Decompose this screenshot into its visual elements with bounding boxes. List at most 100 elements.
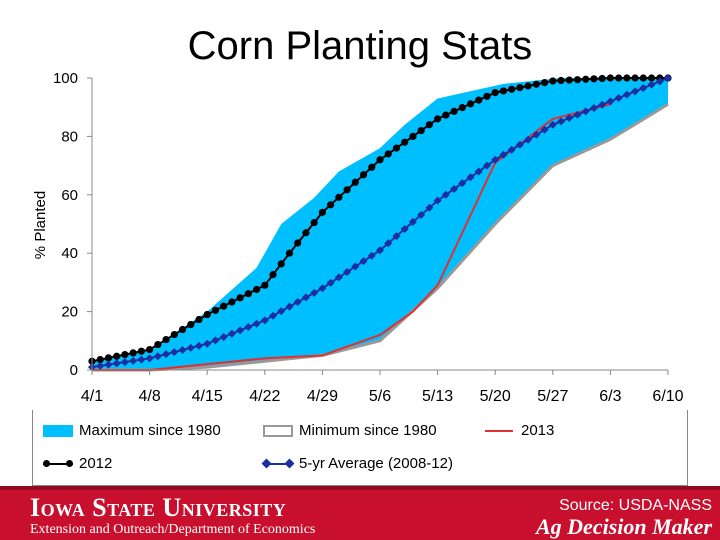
series-5yr-avg-marker <box>647 80 656 89</box>
legend-swatch <box>263 425 293 437</box>
series-5yr-avg-marker <box>631 87 640 96</box>
legend-swatch <box>43 425 73 437</box>
series-2012-marker <box>508 85 516 93</box>
series-2012-marker <box>434 115 442 123</box>
series-5yr-avg-marker <box>400 225 409 234</box>
series-2012-marker <box>606 74 615 82</box>
series-2012-marker <box>557 76 565 85</box>
series-2012-marker <box>359 171 368 179</box>
series-2012-marker <box>211 306 220 314</box>
legend-label: Maximum since 1980 <box>79 422 221 439</box>
series-5yr-avg-marker <box>219 333 228 342</box>
series-5yr-avg-marker <box>137 355 146 364</box>
series-2012-marker <box>491 89 499 97</box>
series-2012-marker <box>631 74 639 82</box>
legend: Maximum since 1980 Minimum since 1980 2013… <box>32 410 688 486</box>
series-2012-marker <box>327 201 335 209</box>
series-5yr-avg-marker <box>318 284 327 293</box>
series-5yr-avg-marker <box>301 293 310 302</box>
series-2012-marker <box>450 107 458 115</box>
series-5yr-avg-marker <box>515 140 524 149</box>
series-2012-marker <box>532 80 540 88</box>
series-2012-marker <box>335 193 343 201</box>
series-5yr-avg-marker <box>162 350 171 359</box>
series-5yr-avg-marker <box>244 323 253 332</box>
x-tick-label: 5/6 <box>369 388 391 405</box>
series-2012-marker <box>401 138 409 146</box>
series-5yr-avg-marker <box>376 246 384 255</box>
x-tick-label: 5/27 <box>537 388 568 405</box>
footer-bar <box>0 486 720 540</box>
x-tick-label: 4/8 <box>138 388 160 405</box>
series-5yr-avg-marker <box>491 155 500 164</box>
series-5yr-avg-marker <box>367 251 376 260</box>
series-5yr-avg-marker <box>120 358 129 367</box>
series-2012-marker <box>392 144 401 152</box>
slide-title: Corn Planting Stats <box>187 24 533 68</box>
series-5yr-avg-marker <box>474 167 483 176</box>
series-2012-marker <box>244 290 252 298</box>
series-5yr-avg-marker <box>252 319 261 328</box>
series-2012-marker <box>343 186 351 194</box>
series-2012-marker <box>565 76 573 84</box>
footer-rule <box>0 486 720 490</box>
department-text: Extension and Outreach/Department of Eco… <box>30 522 316 537</box>
series-5yr-avg-marker <box>392 232 401 241</box>
series-5yr-avg-marker <box>565 114 574 123</box>
series-2012-marker <box>187 320 195 329</box>
series-2012-marker <box>549 77 557 85</box>
source-text: Source: USDA-NASS <box>559 497 712 514</box>
series-2012-marker <box>598 74 606 83</box>
x-tick-label: 6/10 <box>652 388 683 405</box>
series-2012-marker <box>203 310 211 319</box>
series-5yr-avg-marker <box>614 94 623 103</box>
series-2012-marker <box>137 347 145 355</box>
x-tick-label: 5/20 <box>480 388 511 405</box>
series-5yr-avg-marker <box>359 257 368 266</box>
series-5yr-avg-marker <box>129 356 138 365</box>
series-2012-marker <box>466 100 475 108</box>
legend-swatch <box>485 430 513 432</box>
series-5yr-avg-marker <box>639 84 648 93</box>
brand-text: Ag Decision Maker <box>536 514 712 539</box>
series-5yr-avg-marker <box>507 145 516 154</box>
series-5yr-avg-marker <box>326 278 335 287</box>
series-2012-marker <box>573 76 582 84</box>
series-5yr-avg-marker <box>178 345 187 354</box>
series-2012-marker <box>475 96 483 104</box>
series-2012-marker <box>228 298 236 306</box>
series-2012-marker <box>540 78 549 87</box>
series-5yr-avg-marker <box>293 298 302 307</box>
x-tick-label: 4/15 <box>192 388 223 405</box>
series-2012-marker <box>170 330 178 339</box>
series-2012-marker <box>376 156 384 164</box>
series-2012-marker <box>425 121 433 129</box>
series-2012-marker <box>113 352 121 360</box>
series-5yr-avg-marker <box>351 262 360 271</box>
y-tick-label: 60 <box>61 187 78 204</box>
y-tick-label: 40 <box>61 245 78 262</box>
y-tick-label: 20 <box>61 304 78 321</box>
series-5yr-avg-marker <box>203 339 212 348</box>
series-2012-marker <box>351 178 359 186</box>
min-series-line <box>92 102 669 372</box>
series-5yr-avg-marker <box>548 120 557 129</box>
series-5yr-avg-marker <box>343 267 352 276</box>
series-5yr-avg-marker <box>655 77 664 86</box>
series-2012-marker <box>220 302 228 310</box>
series-5yr-avg-marker <box>425 203 434 212</box>
y-tick-label: 0 <box>70 362 78 379</box>
x-tick-label: 5/13 <box>422 388 453 405</box>
series-5yr-avg-marker <box>236 326 245 335</box>
series-5yr-avg-marker <box>145 354 154 363</box>
legend-swatch <box>43 460 73 467</box>
series-2012-marker <box>582 75 590 83</box>
series-5yr-avg-marker <box>482 161 491 170</box>
series-5yr-avg-marker <box>170 348 179 357</box>
series-5yr-avg-marker <box>269 311 278 320</box>
series-2012-marker <box>154 340 162 349</box>
x-tick-label: 6/3 <box>599 388 621 405</box>
planting-chart: 0 20 40 60 80 100 4/1 4/8 4/15 4/22 4/29 5/6 5/13 5/2… <box>32 70 684 405</box>
series-2012-marker <box>639 74 647 82</box>
legend-label: 2012 <box>79 455 113 472</box>
